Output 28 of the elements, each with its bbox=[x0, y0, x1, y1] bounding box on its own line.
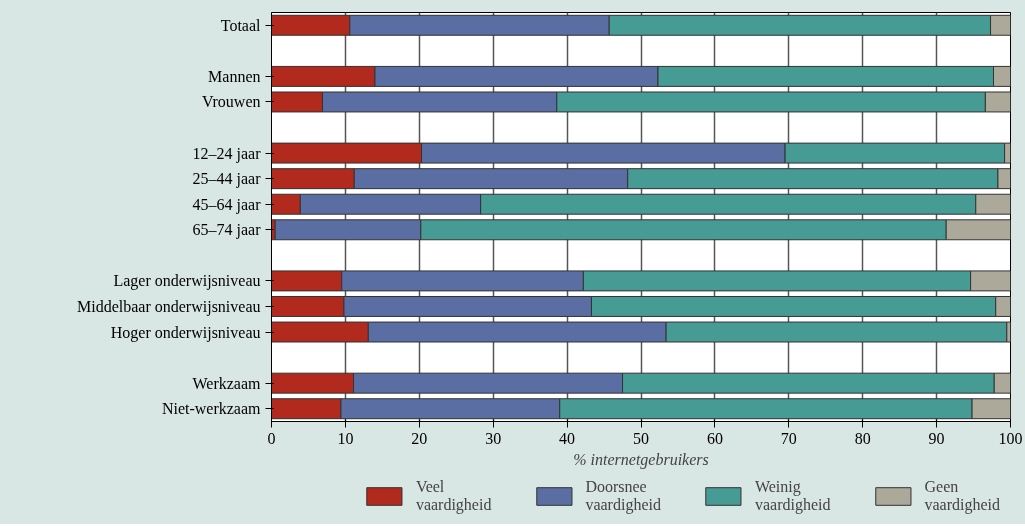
x-tick-label: 0 bbox=[267, 429, 276, 447]
x-tick-label: 60 bbox=[706, 429, 723, 447]
y-tick-label: 25–44 jaar bbox=[192, 170, 262, 189]
x-tick-label: 100 bbox=[998, 429, 1023, 447]
x-tick-label: 10 bbox=[337, 429, 354, 447]
y-tick-label: Hoger onderwijsniveau bbox=[110, 323, 261, 342]
x-tick-label: 40 bbox=[559, 429, 576, 447]
x-tick-label: 30 bbox=[485, 429, 502, 447]
legend-label: Geen vaardigheid bbox=[924, 478, 1000, 514]
x-tick-label: 70 bbox=[780, 429, 797, 447]
y-tick-label: 45–64 jaar bbox=[192, 195, 262, 214]
legend-label: Doorsnee vaardigheid bbox=[585, 478, 661, 514]
legend-label: Veel vaardigheid bbox=[415, 478, 492, 514]
x-tick-label: 90 bbox=[928, 429, 945, 447]
y-tick-label: Middelbaar onderwijsniveau bbox=[77, 297, 261, 316]
y-tick-label: Totaal bbox=[220, 16, 262, 34]
x-tick-label: 20 bbox=[411, 429, 428, 447]
y-tick-label: Vrouwen bbox=[201, 93, 261, 111]
y-tick-label: 12–24 jaar bbox=[192, 144, 262, 163]
y-tick-label: Niet-werkzaam bbox=[161, 400, 262, 418]
x-axis-title: % internetgebruikers bbox=[573, 450, 709, 469]
x-tick-label: 50 bbox=[633, 429, 649, 447]
y-tick-label: Mannen bbox=[208, 67, 261, 85]
legend-label: Weinig vaardigheid bbox=[754, 478, 831, 514]
y-tick-label: Werkzaam bbox=[192, 374, 262, 392]
y-tick-label: Lager onderwijsniveau bbox=[113, 272, 261, 291]
y-tick-label: 65–74 jaar bbox=[192, 221, 262, 240]
x-tick-label: 80 bbox=[854, 429, 871, 447]
